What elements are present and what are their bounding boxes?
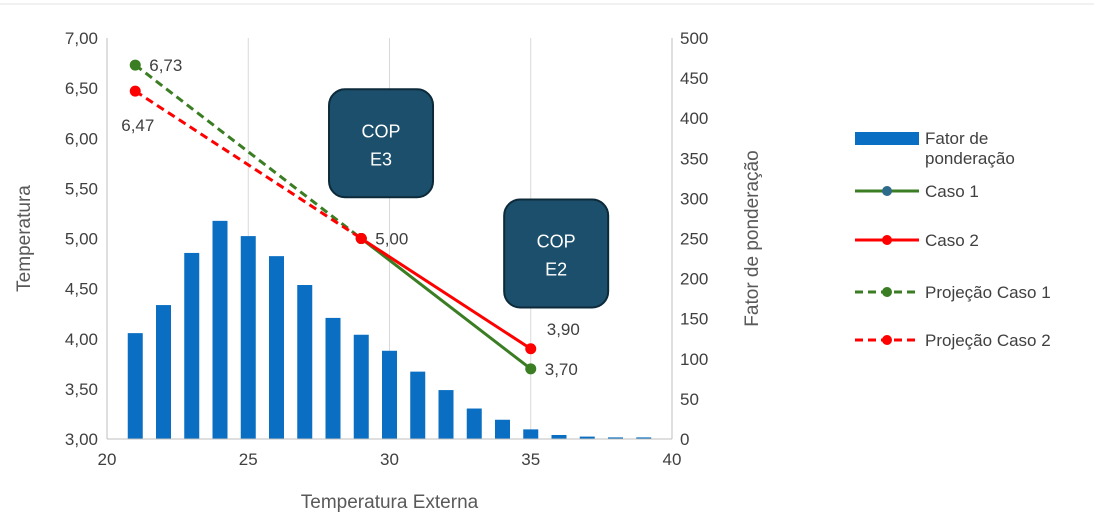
bar [156,305,171,439]
series-point [525,363,537,375]
y-right-tick-label: 150 [680,310,708,329]
axes: 3,00 3,50 4,00 4,50 5,00 5,50 6,00 6,50 7,00 0 50 1… [65,29,708,469]
annotation-text: E3 [370,149,392,169]
data-label: 3,70 [545,360,578,379]
series-point [355,233,367,244]
y-left-tick-label: 4,00 [65,330,98,349]
legend-swatch-bar [855,132,919,145]
annotation-box [328,88,435,199]
bar [523,429,539,439]
x-tick-label: 30 [380,450,399,469]
data-label: 3,90 [547,320,580,339]
series-line [360,237,532,371]
bar [495,419,510,439]
bar [325,317,341,439]
legend-label: Fator de [925,129,988,148]
legend-swatch-marker [882,335,892,345]
bar [353,334,369,439]
y-left-tick-label: 5,50 [65,179,98,198]
series-point [129,59,141,71]
series-line [134,89,363,240]
data-label: 6,73 [149,56,182,75]
bar [240,236,256,439]
y-right-tick-label: 300 [680,189,708,208]
y-left-tick-label: 7,00 [65,29,98,48]
y-right-tick-label: 500 [680,29,708,48]
bar [297,285,313,439]
series-point [525,343,537,355]
y-right-tick-label: 0 [680,430,689,449]
bar [410,371,426,439]
y-right-tick-label: 50 [680,390,699,409]
bar [212,220,228,439]
bar [636,437,652,439]
line-series [129,59,537,375]
y-left-tick-label: 6,50 [65,79,98,98]
y-left-tick-label: 3,50 [65,380,98,399]
annotation-text: E2 [545,260,567,280]
bar [127,333,143,439]
x-axis-title: Temperatura Externa [301,492,479,513]
legend-label: ponderação [925,149,1015,168]
bar [438,390,454,439]
y-right-tick-label: 400 [680,109,708,128]
annotation-box [503,198,610,309]
bar [579,436,595,439]
legend-swatch-marker [882,186,892,196]
y-left-tick-label: 5,00 [65,230,98,249]
y-axis-right-title: Fator de ponderação [742,150,763,326]
data-labels: 6,73 6,47 5,00 3,90 3,70 [121,56,580,379]
y-right-tick-label: 250 [680,230,708,249]
series-point [129,85,141,97]
annotation-text: COP [362,121,401,141]
data-label: 6,47 [121,116,154,135]
bar [269,256,284,439]
bar [466,408,482,439]
annotations: COP E3 COP E2 [328,88,610,309]
y-left-tick-label: 3,00 [65,430,98,449]
y-axis-left-title: Temperatura [14,185,35,292]
legend-label: Caso 1 [925,182,979,201]
bar [184,252,200,439]
legend-label: Caso 2 [925,231,979,250]
series-line [360,237,532,351]
y-left-tick-label: 4,50 [65,280,98,299]
annotation-text: COP [537,232,576,252]
y-right-tick-label: 200 [680,270,708,289]
legend-swatch-marker [882,235,892,245]
y-left-tick-label: 6,00 [65,129,98,148]
y-right-tick-label: 350 [680,149,708,168]
x-tick-label: 35 [521,450,540,469]
data-label: 5,00 [375,230,408,249]
series-line [134,63,363,240]
bar [608,437,623,439]
legend-label: Projeção Caso 2 [925,331,1051,350]
legend-label: Projeção Caso 1 [925,283,1051,302]
x-tick-label: 20 [98,450,117,469]
bar [551,434,567,439]
y-right-tick-label: 450 [680,69,708,88]
x-tick-label: 40 [663,450,682,469]
legend-swatch-marker [882,287,892,297]
bar [382,350,397,439]
bar-series [127,220,652,439]
x-tick-label: 25 [239,450,258,469]
y-right-tick-label: 100 [680,350,708,369]
